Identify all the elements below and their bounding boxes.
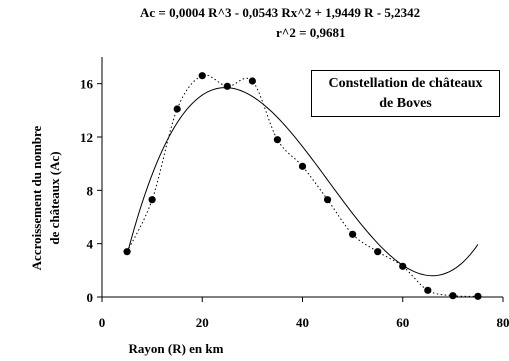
y-axis-label-line1: Accroissement du nombre xyxy=(29,125,44,270)
y-tick-label: 8 xyxy=(87,183,94,198)
data-point xyxy=(349,230,357,238)
data-point xyxy=(323,196,332,204)
data-point xyxy=(198,72,206,80)
data-point xyxy=(474,292,482,300)
legend-line2: de Boves xyxy=(379,96,432,111)
y-axis-label: Accroissement du nombre de châteaux (Ac) xyxy=(29,125,62,270)
x-tick-label: 0 xyxy=(99,315,106,330)
data-point xyxy=(173,105,181,113)
data-point xyxy=(248,77,256,85)
data-point xyxy=(223,82,231,90)
legend: Constellation de châteaux de Boves xyxy=(311,70,500,117)
r-squared-line: r^2 = 0,9681 xyxy=(276,25,346,40)
x-tick-label: 80 xyxy=(497,315,509,330)
y-tick-label: 16 xyxy=(80,77,94,92)
legend-line1: Constellation de châteaux xyxy=(328,76,483,91)
data-point xyxy=(298,162,307,170)
y-tick-label: 12 xyxy=(80,130,93,145)
data-point xyxy=(148,196,156,204)
x-tick-label: 40 xyxy=(296,315,309,330)
y-tick-label: 0 xyxy=(87,290,94,305)
data-point xyxy=(399,262,407,270)
data-point xyxy=(123,248,131,256)
x-axis-label: Rayon (R) en km xyxy=(129,341,224,356)
data-point xyxy=(424,286,432,294)
y-axis-label-line2: de châteaux (Ac) xyxy=(47,151,62,244)
equation-line: Ac = 0,0004 R^3 - 0,0543 Rx^2 + 1,9449 R… xyxy=(140,5,421,20)
regression-curve xyxy=(126,87,479,277)
y-tick-label: 4 xyxy=(87,237,94,252)
data-point xyxy=(273,136,282,144)
data-point xyxy=(449,292,457,300)
x-tick-label: 20 xyxy=(196,315,209,330)
axes xyxy=(97,57,504,302)
tick-labels: 0 4 8 12 16 0 20 40 60 80 xyxy=(80,77,509,330)
data-points xyxy=(123,72,482,300)
fit-curve-path xyxy=(126,87,479,277)
data-point xyxy=(374,248,382,256)
x-tick-label: 60 xyxy=(396,315,409,330)
